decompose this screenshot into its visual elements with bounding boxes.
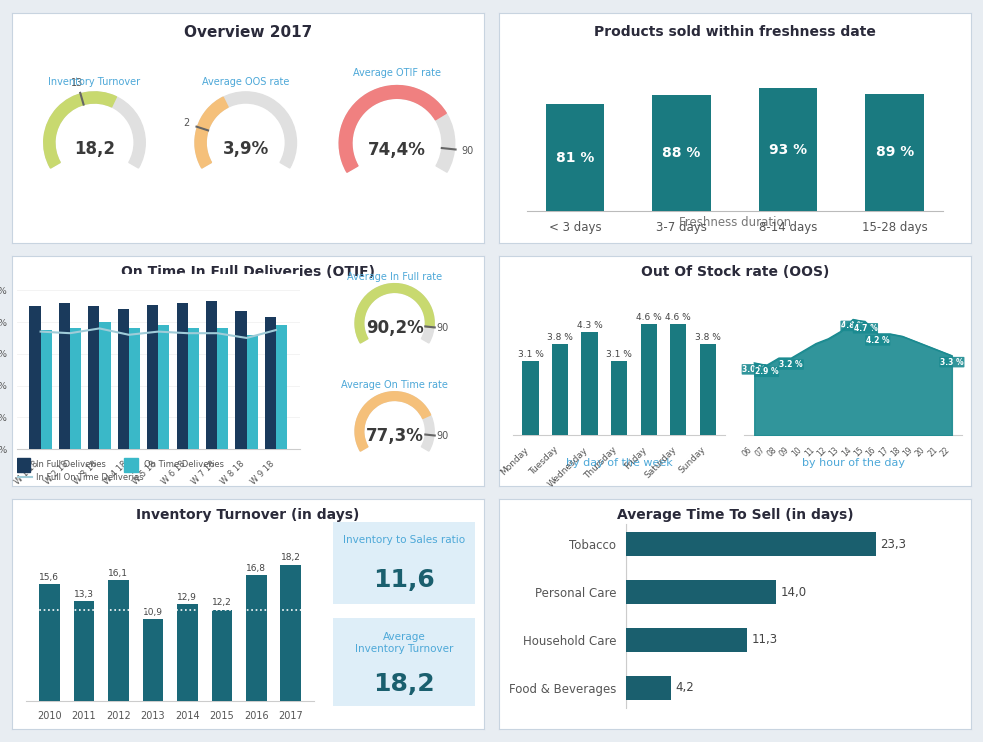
Text: Freshness duration: Freshness duration [679, 216, 791, 229]
Text: Inventory Turnover (in days): Inventory Turnover (in days) [137, 508, 360, 522]
Text: Out Of Stock rate (OOS): Out Of Stock rate (OOS) [641, 265, 829, 279]
Text: Products sold within freshness date: Products sold within freshness date [594, 24, 876, 39]
Text: Overview 2017: Overview 2017 [184, 24, 313, 40]
Text: On Time In Full Deliveries (OTIF): On Time In Full Deliveries (OTIF) [121, 265, 376, 279]
Text: by day of the week: by day of the week [566, 458, 672, 468]
Text: by hour of the day: by hour of the day [801, 458, 904, 468]
Text: Average Time To Sell (in days): Average Time To Sell (in days) [616, 508, 853, 522]
